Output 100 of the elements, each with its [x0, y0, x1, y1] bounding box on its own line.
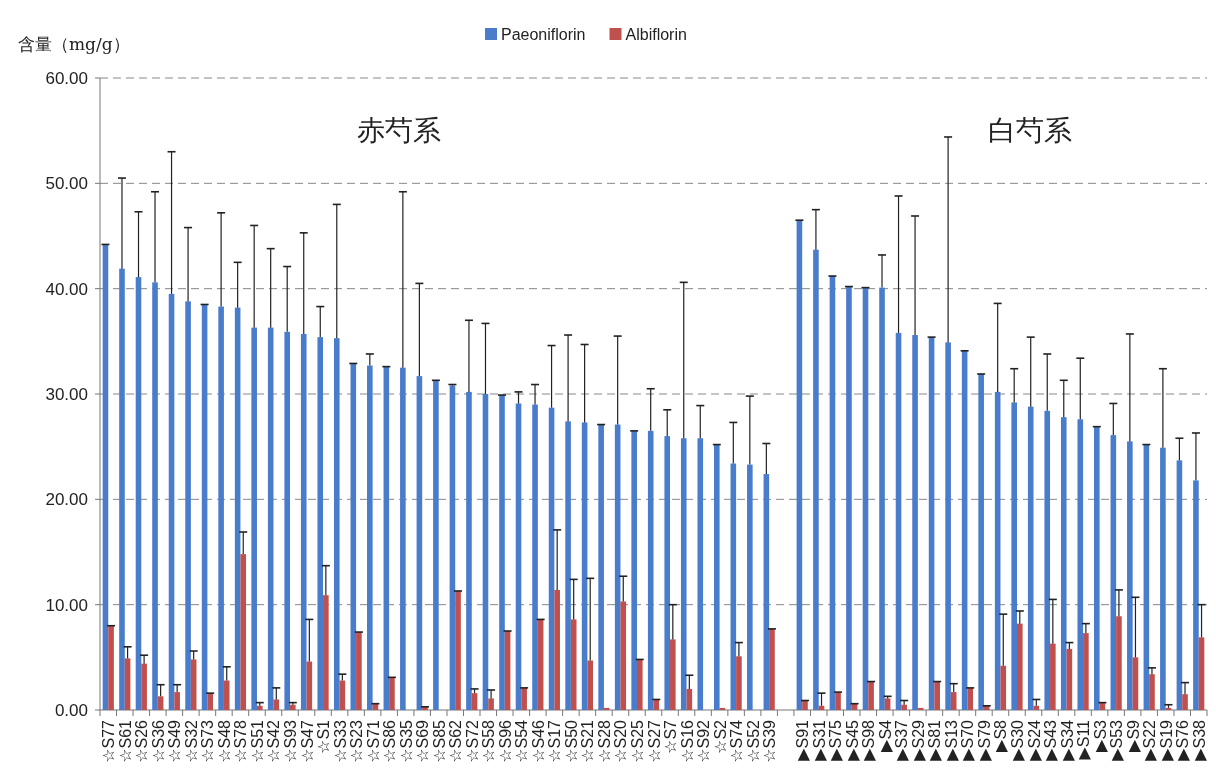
- x-tick-label: ☆S73: [199, 719, 217, 763]
- bar: [978, 373, 984, 710]
- bar: [1044, 410, 1051, 710]
- x-tick-label: ☆S39: [761, 719, 779, 763]
- legend-label: Paeoniflorin: [501, 26, 586, 43]
- bar: [945, 342, 951, 710]
- bar: [1011, 402, 1017, 710]
- bar: [802, 700, 808, 710]
- bar: [603, 707, 610, 710]
- bar: [570, 619, 577, 710]
- bar: [521, 687, 527, 710]
- bar: [174, 692, 180, 710]
- x-tick-label: ☆S96: [496, 719, 514, 763]
- bar: [367, 365, 373, 710]
- bar: [124, 658, 131, 710]
- bar: [587, 660, 594, 710]
- x-tick-label: ▶S29: [909, 719, 927, 761]
- bar: [901, 704, 907, 710]
- bar: [884, 698, 891, 710]
- bar: [1127, 441, 1133, 710]
- bar: [1083, 633, 1089, 710]
- bar: [747, 464, 753, 710]
- bar: [1060, 417, 1067, 710]
- x-tick-label: ▶S34: [1058, 719, 1076, 761]
- bar: [598, 424, 604, 710]
- bar: [157, 696, 164, 710]
- bar: [433, 380, 439, 710]
- x-tick-label: ☆S21: [579, 719, 597, 763]
- x-tick-label: ☆S42: [265, 719, 283, 763]
- bar: [455, 590, 461, 710]
- bar: [961, 350, 968, 710]
- bar: [664, 436, 671, 710]
- bar: [647, 430, 654, 710]
- x-tick-label: ▶S30: [1008, 719, 1026, 761]
- bar: [1050, 643, 1056, 710]
- x-tick-label: ▶S91: [794, 719, 812, 761]
- x-tick-label: ☆S77: [100, 719, 118, 763]
- x-tick-label: ☆S17: [546, 719, 564, 763]
- x-tick-label: ▶S31: [810, 719, 828, 761]
- bar: [1198, 637, 1205, 710]
- x-tick-label: ▶S9: [1124, 719, 1142, 752]
- x-tick-label: ▶S53: [1108, 719, 1126, 761]
- x-tick-label: ☆S25: [628, 719, 646, 763]
- x-tick-label: ▶S81: [926, 719, 944, 761]
- x-tick-label: ☆S2: [711, 719, 729, 754]
- bar: [1116, 616, 1122, 710]
- y-tick-label: 60.00: [45, 69, 88, 88]
- x-tick-label: ☆S28: [595, 719, 613, 763]
- y-axis-title: 含量（mg/g）: [18, 34, 130, 54]
- x-tick-label: ☆S33: [331, 719, 349, 763]
- x-tick-label: ▶S11: [1075, 719, 1093, 760]
- x-tick-label: ▶S75: [827, 719, 845, 761]
- bar: [950, 692, 957, 710]
- bar: [290, 704, 296, 710]
- bar: [934, 681, 940, 710]
- y-tick-label: 10.00: [45, 595, 88, 615]
- bar: [372, 703, 379, 710]
- bar: [879, 287, 885, 710]
- x-tick-label: ▶S43: [1042, 719, 1060, 761]
- x-tick-label: ☆S50: [562, 719, 580, 763]
- x-tick-label: ▶S37: [893, 719, 911, 761]
- x-tick-label: ☆S7: [662, 719, 680, 754]
- bar: [769, 628, 775, 710]
- x-tick-label: ▶S4: [876, 719, 894, 752]
- bar: [813, 249, 819, 710]
- bar: [284, 331, 291, 710]
- bar: [471, 693, 478, 710]
- x-tick-label: ▶S19: [1157, 719, 1175, 761]
- bar: [273, 699, 280, 710]
- x-tick-label: ▶S3: [1091, 719, 1109, 752]
- x-tick-label: ▶S76: [1174, 719, 1192, 761]
- bar: [736, 656, 742, 710]
- y-tick-label: 50.00: [45, 174, 88, 194]
- bar: [846, 286, 852, 710]
- x-tick-label: ☆S23: [348, 719, 366, 763]
- bar: [323, 595, 329, 710]
- legend-label: Albiflorin: [625, 26, 687, 43]
- bar: [620, 601, 627, 710]
- x-tick-label: ☆S85: [430, 719, 448, 763]
- x-tick-label: ▶S38: [1190, 719, 1208, 761]
- bar: [400, 367, 406, 710]
- bar: [713, 444, 720, 710]
- x-tick-label: ☆S46: [529, 719, 547, 763]
- x-tick-label: ☆S27: [645, 719, 663, 763]
- bar: [862, 287, 869, 710]
- x-tick-label: ☆S26: [133, 719, 151, 763]
- bar: [356, 632, 362, 710]
- bar: [697, 438, 704, 710]
- bar: [466, 391, 472, 710]
- x-tick-label: ☆S92: [695, 719, 713, 763]
- x-tick-label: ☆S49: [166, 719, 184, 763]
- x-tick-label: ▶S45: [843, 719, 861, 761]
- bar: [565, 421, 571, 710]
- x-tick-label: ▶S98: [860, 719, 878, 761]
- x-tick-label: ☆S74: [728, 719, 746, 763]
- bar: [1000, 665, 1007, 710]
- y-tick-label: 20.00: [45, 490, 88, 510]
- bar: [868, 681, 874, 710]
- bar: [350, 363, 357, 710]
- bar: [300, 333, 307, 710]
